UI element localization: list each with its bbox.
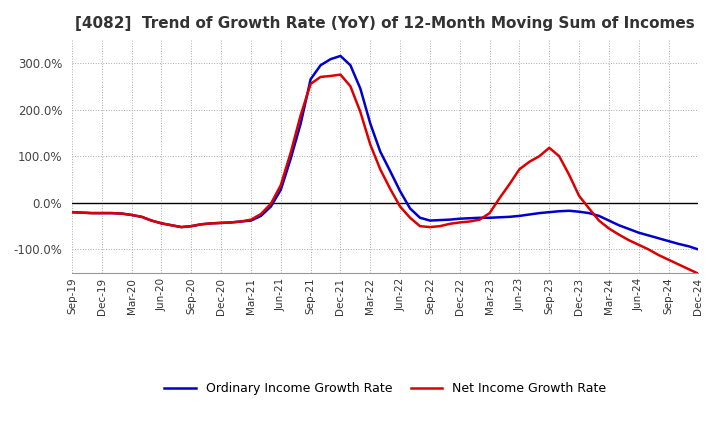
Ordinary Income Growth Rate: [426, 218, 434, 223]
Line: Ordinary Income Growth Rate: Ordinary Income Growth Rate: [72, 56, 698, 249]
Net Income Growth Rate: [485, 210, 494, 216]
Ordinary Income Growth Rate: [485, 215, 494, 220]
Net Income Growth Rate: [68, 209, 76, 215]
Ordinary Income Growth Rate: [336, 53, 345, 59]
Net Income Growth Rate: [326, 73, 335, 79]
Ordinary Income Growth Rate: [326, 57, 335, 62]
Legend: Ordinary Income Growth Rate, Net Income Growth Rate: Ordinary Income Growth Rate, Net Income …: [159, 377, 611, 400]
Line: Net Income Growth Rate: Net Income Growth Rate: [72, 74, 698, 274]
Ordinary Income Growth Rate: [68, 209, 76, 215]
Ordinary Income Growth Rate: [147, 218, 156, 223]
Ordinary Income Growth Rate: [475, 215, 484, 220]
Title: [4082]  Trend of Growth Rate (YoY) of 12-Month Moving Sum of Incomes: [4082] Trend of Growth Rate (YoY) of 12-…: [76, 16, 695, 32]
Net Income Growth Rate: [426, 224, 434, 230]
Net Income Growth Rate: [475, 217, 484, 222]
Net Income Growth Rate: [694, 271, 703, 276]
Ordinary Income Growth Rate: [694, 247, 703, 252]
Ordinary Income Growth Rate: [386, 169, 395, 174]
Net Income Growth Rate: [147, 218, 156, 223]
Net Income Growth Rate: [336, 72, 345, 77]
Net Income Growth Rate: [386, 186, 395, 191]
